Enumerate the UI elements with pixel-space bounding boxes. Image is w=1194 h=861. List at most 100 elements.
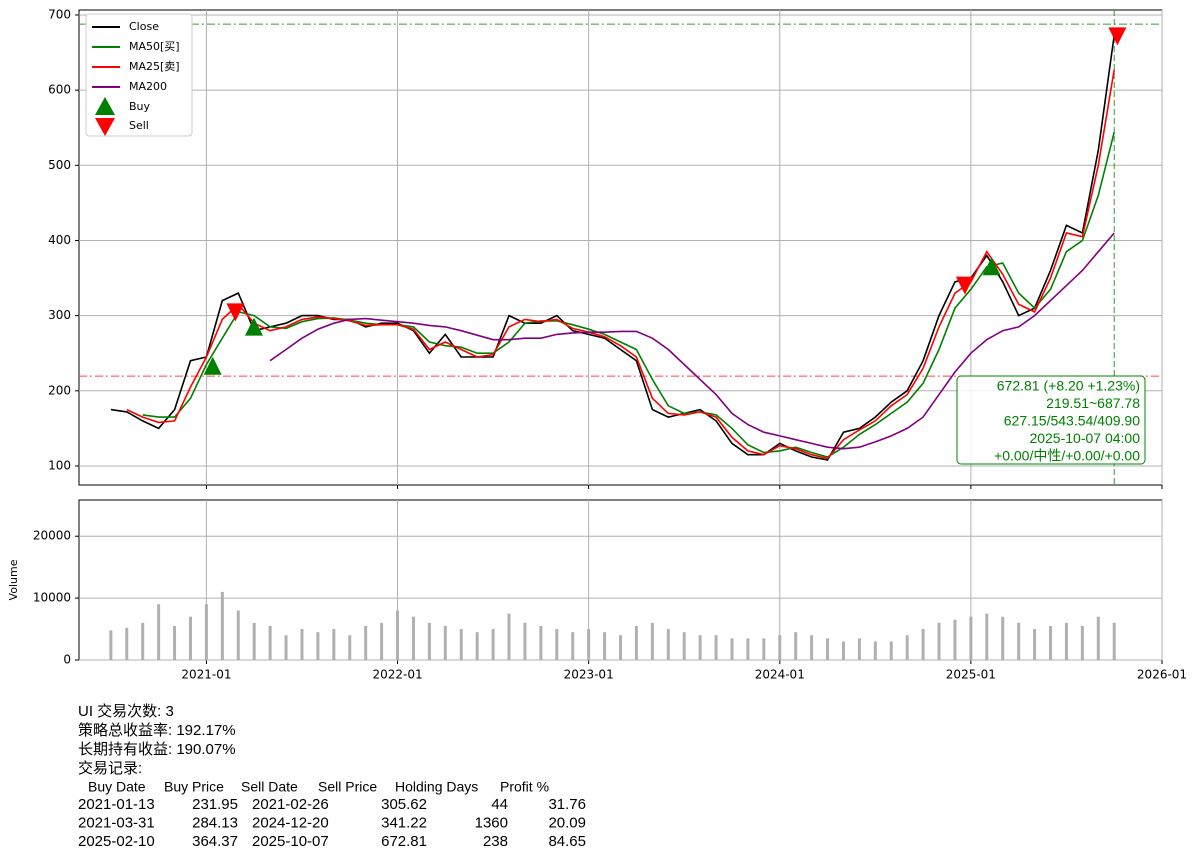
volume-bar bbox=[810, 635, 814, 660]
volume-bar bbox=[826, 638, 830, 660]
x-tick-label: 2024-01 bbox=[755, 668, 805, 682]
volume-bar bbox=[204, 604, 208, 660]
volume-bar bbox=[141, 622, 145, 660]
volume-bar bbox=[300, 629, 304, 660]
legend-label: Close bbox=[129, 20, 159, 33]
table-cell: 20.09 bbox=[548, 814, 586, 831]
y-tick-label: 10000 bbox=[33, 591, 71, 605]
x-tick-label: 2025-01 bbox=[946, 668, 996, 682]
table-cell: 2021-02-26 bbox=[252, 796, 329, 813]
volume-bar bbox=[1096, 616, 1100, 660]
y-tick-label: 20000 bbox=[33, 529, 71, 543]
table-cell: 284.13 bbox=[192, 814, 238, 831]
y-tick-label: 700 bbox=[48, 7, 71, 21]
volume-bar bbox=[220, 591, 224, 660]
volume-bar bbox=[1112, 622, 1116, 660]
x-tick-label: 2021-01 bbox=[181, 668, 231, 682]
annotation-text: +0.00/中性/+0.00/+0.00 bbox=[994, 448, 1140, 464]
volume-bar bbox=[364, 625, 368, 660]
table-cell: 672.81 bbox=[381, 833, 427, 850]
volume-bar bbox=[714, 635, 718, 660]
volume-bar bbox=[985, 613, 989, 660]
legend-label: MA25[卖] bbox=[129, 60, 180, 73]
annotation-text: 627.15/543.54/409.90 bbox=[1004, 413, 1140, 429]
volume-bar bbox=[173, 625, 177, 660]
summary-line: 长期持有收益: 190.07% bbox=[78, 741, 236, 758]
table-cell: 341.22 bbox=[381, 814, 427, 831]
volume-bar bbox=[698, 635, 702, 660]
volume-bar bbox=[252, 622, 256, 660]
table-header: Profit % bbox=[500, 779, 549, 795]
summary-line: 策略总收益率: 192.17% bbox=[78, 722, 236, 739]
volume-bar bbox=[937, 622, 941, 660]
buy-marker bbox=[982, 257, 1001, 276]
sell-marker bbox=[1108, 27, 1127, 46]
sell-marker bbox=[955, 276, 974, 295]
legend-label: MA50[买] bbox=[129, 40, 180, 53]
y-axis-label: Volume bbox=[7, 559, 20, 600]
legend-swatch bbox=[95, 97, 115, 115]
legend-label: Buy bbox=[129, 100, 151, 113]
volume-bar bbox=[1017, 622, 1021, 660]
annotation-text: 2025-10-07 04:00 bbox=[1029, 430, 1140, 446]
table-header: Buy Price bbox=[164, 779, 224, 795]
volume-bar bbox=[619, 635, 622, 660]
volume-bar bbox=[953, 619, 957, 660]
table-header: Sell Date bbox=[241, 779, 298, 795]
volume-bar bbox=[236, 610, 240, 660]
table-cell: 2025-10-07 bbox=[252, 833, 329, 850]
annotation-text: 219.51~687.78 bbox=[1046, 395, 1140, 411]
x-tick-label: 2022-01 bbox=[372, 668, 422, 682]
volume-bar bbox=[539, 625, 543, 660]
volume-bar bbox=[905, 635, 909, 660]
table-header: Sell Price bbox=[318, 779, 377, 795]
buy-marker bbox=[244, 317, 263, 336]
volume-bar bbox=[348, 635, 352, 660]
volume-bar bbox=[380, 622, 384, 660]
sell-marker bbox=[226, 303, 245, 322]
volume-bar bbox=[1033, 629, 1037, 660]
table-cell: 364.37 bbox=[192, 833, 238, 850]
plot-area bbox=[78, 499, 1163, 661]
legend-box bbox=[85, 13, 193, 137]
price-line bbox=[269, 232, 1115, 450]
legend-label: MA200 bbox=[129, 80, 167, 93]
table-header: Buy Date bbox=[88, 779, 146, 795]
annotation-text: 672.81 (+8.20 +1.23%) bbox=[997, 378, 1140, 394]
volume-bar bbox=[666, 629, 670, 660]
y-tick-label: 400 bbox=[48, 233, 71, 247]
volume-bar bbox=[555, 629, 559, 660]
x-tick-label: 2026-01 bbox=[1137, 668, 1187, 682]
volume-bar bbox=[523, 622, 527, 660]
y-tick-label: 0 bbox=[63, 653, 71, 667]
table-cell: 2024-12-20 bbox=[252, 814, 329, 831]
price-line bbox=[110, 35, 1115, 461]
volume-bar bbox=[921, 629, 925, 660]
volume-bar bbox=[396, 610, 400, 660]
table-cell: 2021-03-31 bbox=[78, 814, 155, 831]
volume-bar bbox=[157, 604, 161, 660]
volume-bar bbox=[841, 641, 845, 660]
volume-bar bbox=[571, 632, 575, 660]
volume-bar bbox=[427, 622, 431, 660]
volume-bar bbox=[1064, 622, 1068, 660]
y-tick-label: 300 bbox=[48, 308, 71, 322]
annotation-box bbox=[956, 375, 1146, 465]
volume-bar bbox=[443, 625, 447, 660]
table-cell: 238 bbox=[483, 833, 508, 850]
volume-bar bbox=[794, 632, 798, 660]
y-tick-label: 200 bbox=[48, 383, 71, 397]
table-cell: 44 bbox=[491, 796, 508, 813]
table-cell: 84.65 bbox=[548, 833, 586, 850]
volume-bar bbox=[634, 625, 638, 660]
price-line bbox=[126, 69, 1115, 460]
volume-bar bbox=[109, 630, 113, 660]
table-cell: 2025-02-10 bbox=[78, 833, 155, 850]
volume-bar bbox=[459, 629, 463, 660]
table-cell: 231.95 bbox=[192, 796, 238, 813]
y-tick-label: 600 bbox=[48, 83, 71, 97]
volume-bar bbox=[1001, 616, 1005, 660]
y-tick-label: 100 bbox=[48, 458, 71, 472]
table-cell: 31.76 bbox=[548, 796, 586, 813]
